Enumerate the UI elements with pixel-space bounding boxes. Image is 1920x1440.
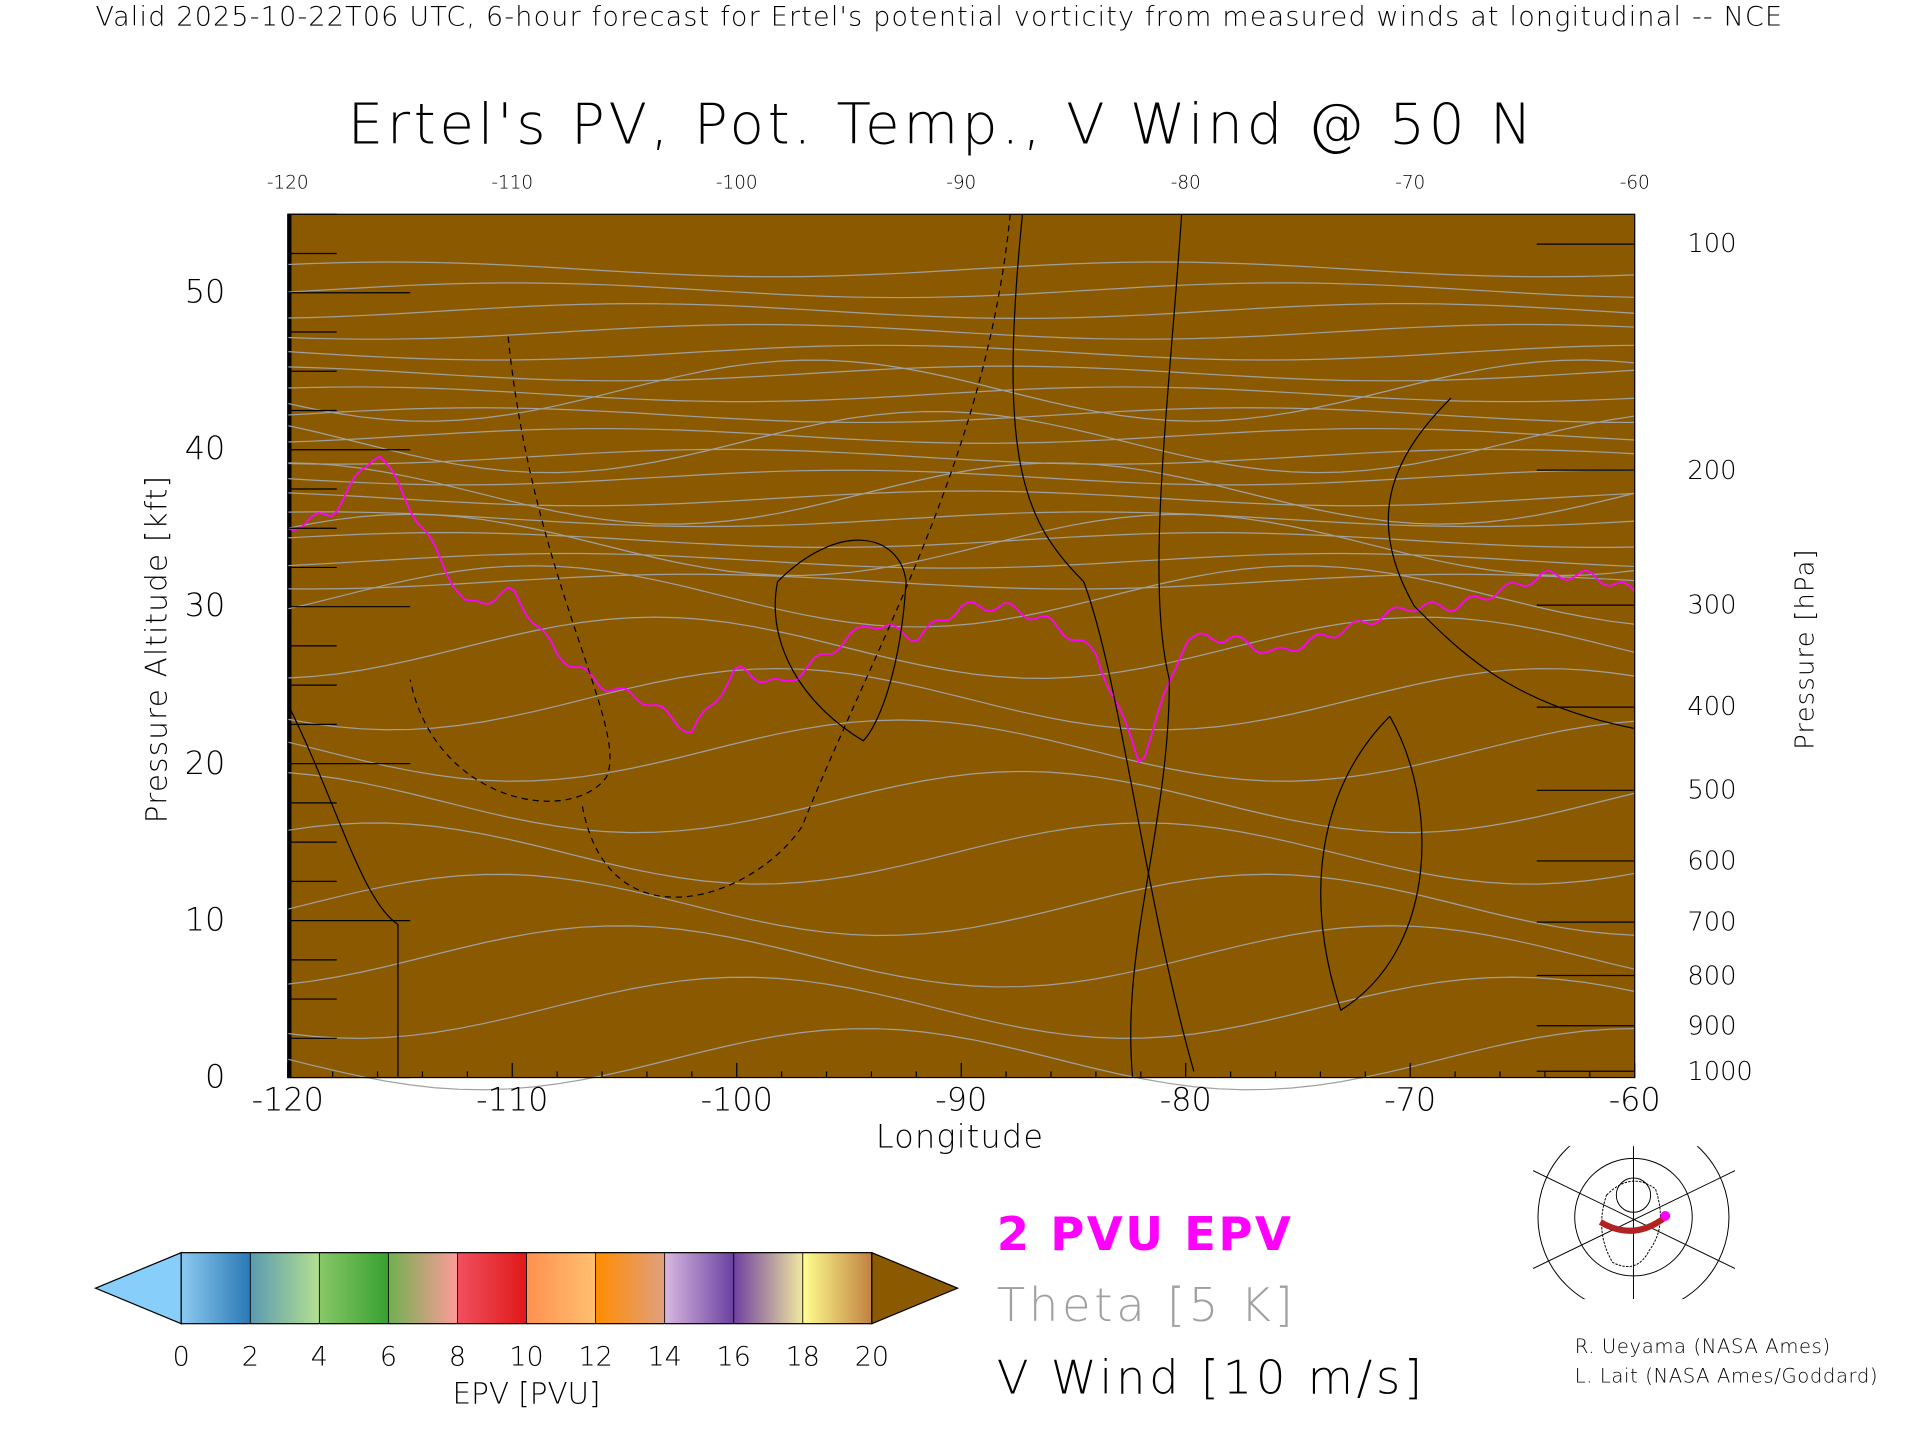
theta-contour <box>287 565 1635 628</box>
theta-contour <box>287 469 1635 486</box>
colorbar-tick-label: 14 <box>647 1342 682 1373</box>
theta-contour <box>287 359 1635 422</box>
chart-title-text: Ertel's PV, Pot. Temp., V Wind @ 50 N <box>347 90 1536 157</box>
theta-contour <box>287 462 1635 525</box>
vwind-contour-positive <box>1320 715 1423 1012</box>
y-tick-label-right: 100 <box>1687 229 1737 259</box>
top-x-tick-label: -110 <box>491 171 534 194</box>
y-tick-label-right: 900 <box>1687 1011 1737 1041</box>
colorbar-tick-label: 2 <box>241 1342 259 1373</box>
theta-contour <box>287 822 1635 885</box>
vwind-contour-negative <box>581 214 1011 898</box>
top-x-tick-label: -80 <box>1170 171 1201 194</box>
colorbar-under-triangle <box>93 1251 182 1325</box>
colorbar-label: EPV [PVU] <box>452 1376 601 1411</box>
theta-contour <box>287 490 1635 507</box>
theta-contour <box>287 511 1635 528</box>
cross-section-marker <box>1660 1211 1671 1221</box>
credit-1: R. Ueyama (NASA Ames) <box>1574 1334 1831 1358</box>
theta-contour <box>287 616 1635 679</box>
y-tick-label-right: 1000 <box>1687 1056 1753 1086</box>
y-tick-label-left: 30 <box>184 588 226 626</box>
contour-overlay <box>287 214 1636 1091</box>
epv-field <box>287 214 1635 1078</box>
vwind-contour-zero <box>287 703 399 1078</box>
top-x-tick-label: -60 <box>1619 171 1650 194</box>
theta-contour <box>287 552 1635 569</box>
legend-2pvu: 2 PVU EPV <box>996 1207 1294 1262</box>
theta-contour <box>287 925 1635 988</box>
y-tick-label-right: 600 <box>1687 846 1737 876</box>
colorbar <box>93 1251 960 1325</box>
vwind-contour-zero <box>1012 214 1195 1072</box>
theta-contour <box>287 448 1635 465</box>
locator-map <box>1533 1146 1736 1300</box>
theta-contour <box>287 667 1635 731</box>
y-tick-label-right: 200 <box>1687 455 1737 485</box>
x-tick-label: -120 <box>251 1082 324 1120</box>
y-tick-label-right: 800 <box>1687 960 1737 991</box>
x-tick-label: -60 <box>1608 1082 1661 1120</box>
theta-contour <box>287 323 1635 340</box>
pv-2pvu-contour <box>287 455 1636 764</box>
top-x-tick-label: -120 <box>266 171 309 194</box>
x-axis-label: Longitude <box>875 1119 1045 1156</box>
plot-area <box>287 214 1636 1091</box>
y-tick-label-right: 500 <box>1687 775 1737 806</box>
header-text: Valid 2025-10-22T06 UTC, 6-hour forecast… <box>95 2 1784 34</box>
vwind-contour-positive <box>774 539 907 742</box>
colorbar-tick-label: 6 <box>379 1342 397 1373</box>
colorbar-tick-label: 8 <box>448 1342 467 1373</box>
theta-contour <box>287 386 1635 403</box>
y-tick-label-left: 20 <box>184 745 226 782</box>
theta-contour <box>287 410 1635 474</box>
theta-contour <box>287 407 1635 424</box>
vwind-contour-negative <box>409 336 611 802</box>
theta-contour <box>287 719 1635 782</box>
y-tick-label-left: 40 <box>184 431 226 469</box>
theta-contour <box>287 261 1635 278</box>
theta-contour <box>287 344 1635 361</box>
colorbar-over-triangle <box>871 1251 960 1325</box>
colorbar-tick-label: 12 <box>578 1342 613 1373</box>
vwind-contour-positive <box>1387 397 1635 730</box>
cross-section-path <box>1598 1214 1668 1234</box>
chart-title: Ertel's PV, Pot. Temp., V Wind @ 50 N <box>0 91 1920 157</box>
y-tick-label-left: 10 <box>184 902 226 939</box>
colorbar-tick-label: 18 <box>785 1342 820 1373</box>
top-x-tick-label: -90 <box>946 171 977 194</box>
theta-contour <box>287 873 1635 937</box>
top-x-tick-label: -70 <box>1395 171 1426 194</box>
y-axis-label-left: Pressure Altitude [kft] <box>139 474 174 824</box>
vwind-contour-positive <box>1130 214 1183 1078</box>
colorbar-tick-label: 16 <box>716 1342 751 1373</box>
x-tick-label: -100 <box>700 1082 773 1120</box>
y-tick-label-right: 400 <box>1687 692 1737 722</box>
y-tick-label-left: 50 <box>184 274 226 312</box>
x-tick-label: -80 <box>1159 1082 1212 1120</box>
theta-contour <box>287 532 1635 548</box>
theta-contour <box>287 365 1635 382</box>
theta-contour <box>287 282 1635 299</box>
legend-theta: Theta [5 K] <box>996 1278 1297 1333</box>
colorbar-tick-label: 4 <box>310 1342 328 1373</box>
y-tick-label-right: 300 <box>1687 590 1737 620</box>
x-tick-label: -70 <box>1384 1082 1437 1120</box>
credit-2: L. Lait (NASA Ames/Goddard) <box>1574 1364 1879 1388</box>
x-tick-label: -110 <box>476 1082 549 1120</box>
theta-contour <box>287 770 1635 834</box>
colorbar-tick-label: 10 <box>509 1342 544 1373</box>
theta-contour <box>287 573 1635 590</box>
theta-contour <box>287 976 1635 1039</box>
y-axis-label-right: Pressure [hPa] <box>1790 548 1820 750</box>
legend-vwind: V Wind [10 m/s] <box>996 1350 1426 1405</box>
top-x-tick-label: -100 <box>715 171 758 194</box>
x-tick-label: -90 <box>935 1082 988 1120</box>
theta-contour <box>287 303 1635 319</box>
colorbar-tick-label: 20 <box>854 1342 889 1373</box>
y-tick-label-right: 700 <box>1687 907 1737 937</box>
colorbar-tick-label: 0 <box>172 1342 190 1373</box>
y-tick-label-left: 0 <box>205 1059 226 1096</box>
